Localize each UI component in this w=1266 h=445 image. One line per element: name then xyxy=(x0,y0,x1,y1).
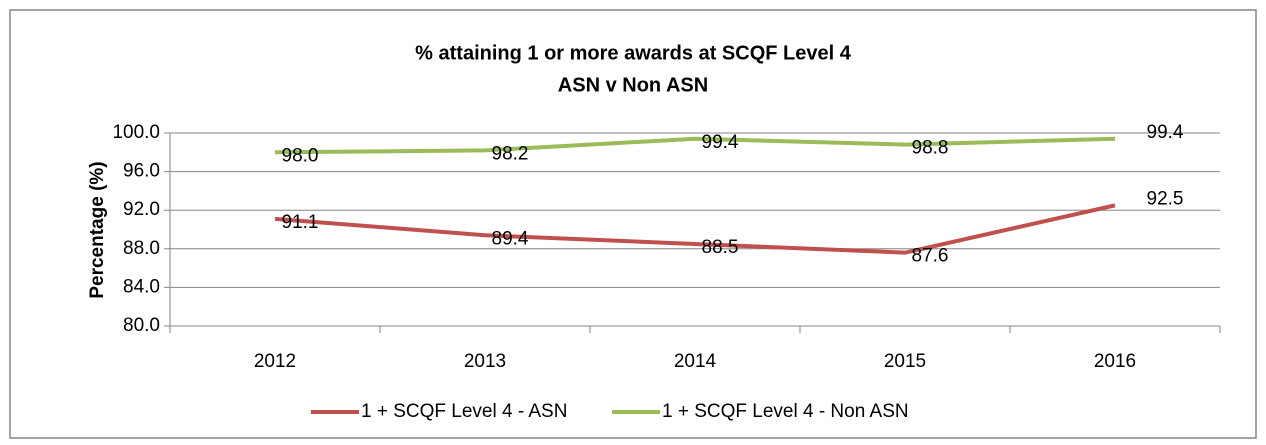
data-label: 98.0 xyxy=(282,145,319,166)
data-label: 98.2 xyxy=(492,143,529,164)
x-tick-label: 2012 xyxy=(254,351,296,372)
legend-label: 1 + SCQF Level 4 - Non ASN xyxy=(662,401,909,422)
x-tick-label: 2013 xyxy=(464,351,506,372)
y-tick-label: 96.0 xyxy=(123,161,160,182)
y-tick-label: 92.0 xyxy=(123,199,160,220)
data-label: 98.8 xyxy=(912,138,949,159)
y-tick-label: 100.0 xyxy=(112,122,160,143)
data-label: 87.6 xyxy=(912,246,949,267)
chart-border xyxy=(9,9,1257,439)
x-tick-label: 2014 xyxy=(674,351,717,372)
data-label: 92.5 xyxy=(1147,188,1184,209)
y-tick-label: 80.0 xyxy=(123,315,160,336)
series-line xyxy=(274,203,1116,255)
data-label: 99.4 xyxy=(702,132,739,153)
y-tick-label: 84.0 xyxy=(123,276,160,297)
chart-title: % attaining 1 or more awards at SCQF Lev… xyxy=(415,42,852,64)
y-tick-label: 88.0 xyxy=(123,238,160,259)
data-label: 88.5 xyxy=(702,237,739,258)
x-tick-label: 2015 xyxy=(884,351,926,372)
data-label: 91.1 xyxy=(282,212,319,233)
data-label: 89.4 xyxy=(492,228,529,249)
series-line xyxy=(274,136,1116,155)
chart-subtitle: ASN v Non ASN xyxy=(558,74,708,96)
y-axis-title: Percentage (%) xyxy=(87,161,108,298)
data-label: 99.4 xyxy=(1147,122,1184,143)
x-tick-label: 2016 xyxy=(1094,351,1136,372)
legend-label: 1 + SCQF Level 4 - ASN xyxy=(361,401,567,422)
